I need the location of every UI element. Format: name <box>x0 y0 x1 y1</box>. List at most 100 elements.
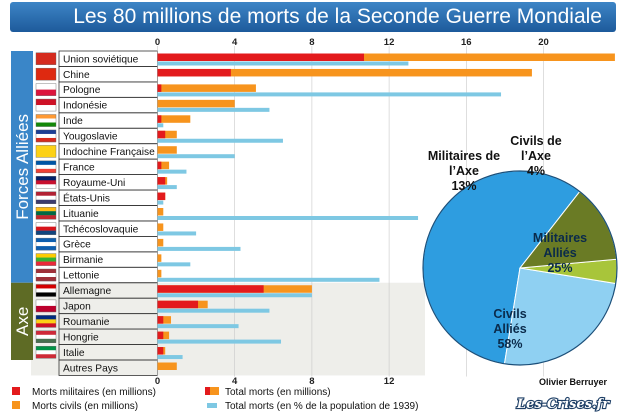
bar-percent-population <box>157 92 502 97</box>
pie-label-militaires-axe: Militaires de l’Axe 13% <box>428 149 500 193</box>
flag-icon <box>35 346 57 359</box>
bar-military-dead <box>157 347 164 355</box>
x-tick-bottom: 0 <box>155 376 160 387</box>
flag-stripe <box>36 222 56 227</box>
bar-military-dead <box>157 115 162 123</box>
category-label: Tchécoslovaquie <box>63 224 139 235</box>
watermark-text: Les-Crises.fr <box>516 397 610 412</box>
flag-stripe <box>36 334 56 339</box>
bar-military-dead <box>157 316 164 324</box>
category-label: Lettonie <box>63 271 100 282</box>
bar-percent-population <box>157 123 164 128</box>
bar-total-dead <box>157 146 177 154</box>
flag-icon <box>35 315 57 328</box>
bar-total-dead <box>157 99 235 108</box>
x-tick-bottom: 4 <box>232 376 238 387</box>
group-label-allies: Forces Alliées <box>13 114 32 220</box>
flag-stripe <box>36 253 56 258</box>
flag-icon <box>35 160 57 174</box>
legend-label: Total morts (en % de la population de 19… <box>225 401 418 412</box>
bar-military-dead <box>157 161 162 170</box>
flag-stripe <box>36 330 56 335</box>
category-label: Indochine Française <box>63 147 155 158</box>
bar-total-dead <box>157 208 164 216</box>
bar-percent-population <box>157 169 187 174</box>
x-tick-top: 0 <box>155 37 160 48</box>
flag-border <box>35 129 57 143</box>
flag-border <box>35 346 57 359</box>
flag-stripe <box>36 257 56 262</box>
flag-icon <box>35 129 57 143</box>
x-tick-top: 20 <box>538 37 549 48</box>
flag-stripe <box>36 338 56 343</box>
category-label: Roumanie <box>63 317 110 328</box>
bar-military-dead <box>157 53 365 61</box>
bar-total-dead <box>157 68 532 77</box>
flag-border <box>35 52 57 65</box>
bar-percent-population <box>157 154 235 159</box>
flag-stripe <box>36 354 56 359</box>
legend-swatch <box>12 387 20 395</box>
flag-icon <box>35 253 57 266</box>
flag-stripe <box>36 160 56 166</box>
bar-military-dead <box>157 300 199 309</box>
bar-percent-population <box>157 200 164 205</box>
bar-total-dead <box>157 84 256 92</box>
bar-military-dead <box>157 192 166 201</box>
bar-military-dead <box>157 84 162 92</box>
flag-stripe <box>36 180 56 185</box>
flag-icon <box>35 114 57 127</box>
flag-stripe <box>36 145 56 158</box>
flag-border <box>35 222 57 235</box>
flag-icon <box>35 191 57 204</box>
flag-stripe <box>36 346 56 351</box>
flag-border <box>35 253 57 266</box>
flag-stripe <box>36 164 56 170</box>
bar-total-dead <box>157 269 162 278</box>
flag-stripe <box>36 246 56 251</box>
flag-stripe <box>36 129 56 135</box>
flag-icon <box>35 145 57 158</box>
bar-percent-population <box>157 107 270 112</box>
bar-percent-population <box>157 246 241 251</box>
flag-stripe <box>36 184 56 189</box>
flag-stripe <box>36 269 56 274</box>
bar-percent-population <box>157 185 177 190</box>
flag-border <box>35 284 57 297</box>
chart-title: Les 80 millions de morts de la Seconde G… <box>73 5 602 28</box>
pie-label-civils-axe: Civils de l’Axe 4% <box>510 134 561 178</box>
flag-stripe <box>36 230 56 235</box>
category-label: Inde <box>63 116 83 127</box>
flag-border <box>35 330 57 343</box>
flag-stripe <box>36 273 56 278</box>
flag-border <box>35 83 57 96</box>
flag-stripe <box>36 277 56 282</box>
bar-military-dead <box>157 177 166 185</box>
flag-icon <box>35 52 57 65</box>
bar-percent-population <box>157 262 191 267</box>
flag-stripe <box>36 114 56 119</box>
flag-stripe <box>36 305 56 313</box>
legend-label: Total morts (en millions) <box>225 387 331 398</box>
bar-percent-population <box>157 339 282 344</box>
pie-label-civils-allies: Civils Alliés 58% <box>493 307 526 351</box>
bar-percent-population <box>157 277 380 282</box>
x-tick-top: 12 <box>384 37 395 48</box>
bar-total-dead <box>157 161 170 170</box>
bar-total-dead <box>157 115 191 123</box>
flag-stripe <box>36 195 56 200</box>
flag-icon <box>35 176 57 189</box>
flag-stripe <box>36 215 56 220</box>
flag-stripe <box>36 226 56 231</box>
flag-icon <box>35 284 57 297</box>
bar-total-dead <box>157 254 162 262</box>
flag-border <box>35 268 57 282</box>
flag-border <box>35 160 57 174</box>
flag-border <box>35 114 57 127</box>
x-tick-top: 16 <box>461 37 472 48</box>
bar-percent-population <box>157 61 409 66</box>
flag-stripe <box>36 292 56 297</box>
flag-stripe <box>36 99 56 106</box>
flag-stripe <box>36 68 56 81</box>
